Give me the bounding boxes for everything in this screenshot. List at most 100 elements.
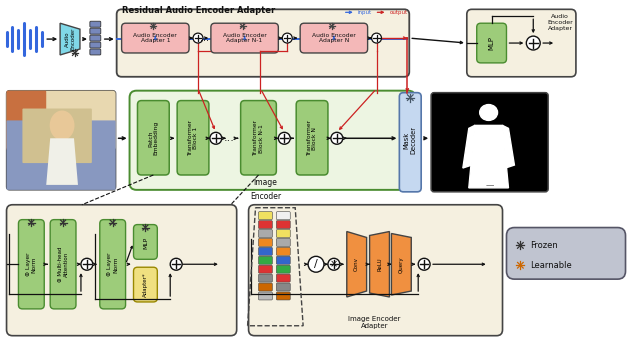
- FancyBboxPatch shape: [296, 101, 328, 175]
- Text: Patch
Embedding: Patch Embedding: [148, 121, 159, 155]
- FancyBboxPatch shape: [259, 220, 273, 228]
- FancyBboxPatch shape: [276, 220, 291, 228]
- Text: Transformer
Block N: Transformer Block N: [307, 120, 317, 156]
- FancyBboxPatch shape: [6, 91, 116, 190]
- Text: Transformer
Block 1: Transformer Block 1: [188, 120, 198, 156]
- FancyBboxPatch shape: [177, 101, 209, 175]
- FancyBboxPatch shape: [6, 91, 116, 150]
- FancyBboxPatch shape: [259, 229, 273, 237]
- Text: Image Encoder
Adapter: Image Encoder Adapter: [348, 316, 401, 329]
- Polygon shape: [46, 138, 78, 185]
- FancyBboxPatch shape: [134, 225, 157, 259]
- Text: Learnable: Learnable: [531, 261, 572, 270]
- Text: MLP: MLP: [488, 36, 495, 50]
- FancyBboxPatch shape: [259, 212, 273, 220]
- Text: Audio Encoder
Adapter N-1: Audio Encoder Adapter N-1: [223, 33, 266, 43]
- FancyBboxPatch shape: [6, 120, 116, 190]
- FancyBboxPatch shape: [259, 238, 273, 246]
- Circle shape: [193, 33, 203, 43]
- FancyBboxPatch shape: [100, 220, 125, 309]
- FancyBboxPatch shape: [50, 220, 76, 309]
- Polygon shape: [392, 234, 412, 295]
- FancyBboxPatch shape: [276, 247, 291, 255]
- FancyBboxPatch shape: [19, 220, 44, 309]
- FancyBboxPatch shape: [276, 292, 291, 300]
- Circle shape: [81, 258, 93, 270]
- Circle shape: [331, 132, 343, 144]
- Circle shape: [372, 33, 381, 43]
- FancyBboxPatch shape: [248, 205, 502, 336]
- Circle shape: [526, 36, 540, 50]
- Text: —: —: [485, 181, 494, 190]
- Circle shape: [210, 132, 222, 144]
- FancyBboxPatch shape: [90, 21, 100, 27]
- FancyBboxPatch shape: [506, 228, 625, 279]
- Text: ...: ...: [223, 133, 234, 143]
- Circle shape: [282, 33, 292, 43]
- Ellipse shape: [480, 105, 497, 120]
- FancyBboxPatch shape: [276, 238, 291, 246]
- FancyBboxPatch shape: [259, 247, 273, 255]
- Text: ⊛ Layer
Norm: ⊛ Layer Norm: [26, 253, 36, 276]
- Polygon shape: [60, 23, 80, 55]
- FancyBboxPatch shape: [129, 91, 415, 190]
- FancyBboxPatch shape: [134, 267, 157, 302]
- FancyBboxPatch shape: [276, 212, 291, 220]
- Text: Encoder: Encoder: [250, 192, 281, 201]
- FancyBboxPatch shape: [22, 109, 92, 163]
- Text: Frozen: Frozen: [531, 241, 558, 250]
- FancyBboxPatch shape: [276, 274, 291, 282]
- Text: ⊛ Layer
Norm: ⊛ Layer Norm: [108, 253, 118, 276]
- Polygon shape: [369, 231, 389, 297]
- Text: Conv: Conv: [354, 257, 359, 271]
- Polygon shape: [502, 125, 515, 168]
- FancyBboxPatch shape: [90, 35, 100, 41]
- FancyBboxPatch shape: [138, 101, 169, 175]
- FancyBboxPatch shape: [90, 28, 100, 34]
- FancyBboxPatch shape: [431, 93, 548, 192]
- FancyBboxPatch shape: [211, 23, 278, 53]
- FancyBboxPatch shape: [6, 205, 237, 336]
- FancyBboxPatch shape: [259, 292, 273, 300]
- Text: Adapter*: Adapter*: [143, 273, 148, 297]
- Text: /: /: [314, 259, 318, 269]
- Polygon shape: [463, 125, 475, 168]
- Text: MLP: MLP: [143, 236, 148, 248]
- FancyBboxPatch shape: [276, 265, 291, 273]
- Polygon shape: [347, 231, 367, 297]
- FancyBboxPatch shape: [259, 265, 273, 273]
- FancyBboxPatch shape: [300, 23, 367, 53]
- FancyBboxPatch shape: [259, 256, 273, 264]
- Text: ×: ×: [330, 259, 338, 269]
- FancyBboxPatch shape: [276, 229, 291, 237]
- Text: input: input: [358, 10, 372, 15]
- FancyBboxPatch shape: [259, 283, 273, 291]
- Text: Audio Encoder
Adapter N: Audio Encoder Adapter N: [312, 33, 356, 43]
- Text: Audio
Encoder
Adapter: Audio Encoder Adapter: [547, 14, 573, 31]
- FancyBboxPatch shape: [6, 91, 46, 150]
- FancyBboxPatch shape: [467, 9, 576, 77]
- Circle shape: [278, 132, 291, 144]
- Text: Mask
Decoder: Mask Decoder: [404, 126, 417, 154]
- FancyBboxPatch shape: [90, 49, 100, 55]
- Circle shape: [418, 258, 430, 270]
- Text: ReLU: ReLU: [377, 257, 382, 271]
- FancyBboxPatch shape: [399, 93, 421, 192]
- Text: ⊛ Multi-head
Attention: ⊛ Multi-head Attention: [58, 247, 68, 282]
- FancyBboxPatch shape: [259, 274, 273, 282]
- FancyBboxPatch shape: [241, 101, 276, 175]
- Text: Query: Query: [399, 256, 404, 273]
- Text: ...: ...: [200, 33, 209, 43]
- Circle shape: [308, 256, 324, 272]
- Text: Audio Encoder
Adapter 1: Audio Encoder Adapter 1: [133, 33, 177, 43]
- Text: Image: Image: [253, 178, 277, 187]
- FancyBboxPatch shape: [276, 283, 291, 291]
- Ellipse shape: [50, 110, 74, 140]
- Polygon shape: [468, 125, 508, 188]
- FancyBboxPatch shape: [122, 23, 189, 53]
- Text: output: output: [389, 10, 408, 15]
- Circle shape: [170, 258, 182, 270]
- Circle shape: [328, 258, 340, 270]
- Text: Audio
Encoder: Audio Encoder: [65, 28, 76, 50]
- FancyBboxPatch shape: [477, 23, 506, 63]
